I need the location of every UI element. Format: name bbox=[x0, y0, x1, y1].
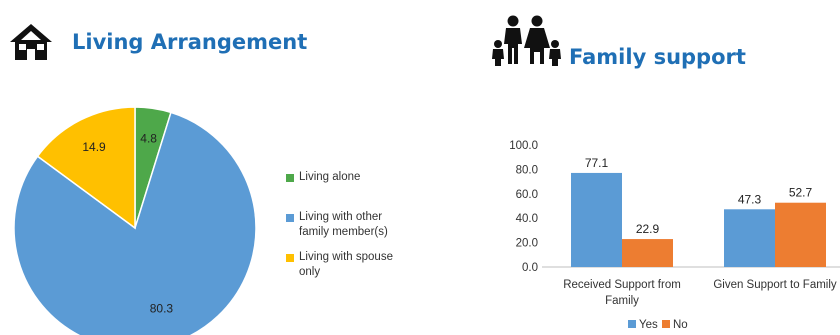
bar-data-label: 52.7 bbox=[789, 186, 813, 200]
bar-yes bbox=[724, 209, 775, 267]
legend-label: Living with spouse only bbox=[299, 251, 393, 278]
y-tick-label: 80.0 bbox=[516, 164, 538, 176]
pie-data-label: 4.8 bbox=[140, 131, 157, 145]
legend-label: No bbox=[673, 319, 688, 331]
legend-swatch bbox=[286, 174, 294, 182]
legend-swatch bbox=[286, 254, 294, 262]
house-icon bbox=[10, 24, 52, 60]
y-tick-label: 60.0 bbox=[516, 189, 538, 201]
pie-slice bbox=[13, 111, 257, 335]
legend-swatch bbox=[662, 320, 670, 328]
legend-label: Living with other family member(s) bbox=[299, 211, 388, 238]
pie-chart: 4.8 80.3 14.9 bbox=[13, 106, 257, 335]
legend-swatch bbox=[286, 214, 294, 222]
bar-data-label: 77.1 bbox=[585, 156, 609, 170]
x-category-label: Received Support from Family bbox=[563, 279, 681, 307]
y-tick-label: 40.0 bbox=[516, 213, 538, 225]
bar-no bbox=[622, 239, 673, 267]
y-tick-label: 100.0 bbox=[509, 140, 538, 152]
legend-label: Yes bbox=[639, 319, 658, 331]
family-icon bbox=[492, 15, 561, 66]
bar-yes bbox=[571, 172, 622, 267]
legend-item: Living with other family member(s) bbox=[286, 210, 388, 240]
pie-data-label: 80.3 bbox=[150, 301, 174, 315]
legend-item: Living with spouse only bbox=[286, 250, 393, 280]
y-tick-label: 0.0 bbox=[522, 262, 538, 274]
x-category-label: Given Support to Family bbox=[713, 279, 837, 291]
legend-item: Living alone bbox=[286, 170, 360, 185]
legend-label: Living alone bbox=[299, 171, 361, 183]
chart-title-family-support: Family support bbox=[569, 45, 746, 69]
pie-data-label: 14.9 bbox=[82, 140, 106, 154]
bar-no bbox=[775, 202, 826, 267]
bar-chart: 0.0 20.0 40.0 60.0 80.0 100.0 77.1 22.9 Received… bbox=[509, 140, 840, 331]
pie-slice bbox=[36, 106, 136, 230]
legend-swatch bbox=[628, 320, 636, 328]
bar-data-label: 47.3 bbox=[738, 192, 762, 206]
y-tick-label: 20.0 bbox=[516, 238, 538, 250]
bar-data-label: 22.9 bbox=[636, 222, 660, 236]
chart-title-living-arrangement: Living Arrangement bbox=[72, 30, 308, 54]
